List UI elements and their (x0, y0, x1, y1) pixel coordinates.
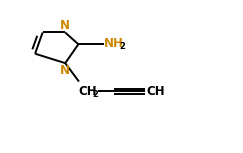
Text: N: N (60, 64, 70, 77)
Text: CH: CH (146, 85, 165, 98)
Text: NH: NH (104, 37, 124, 50)
Text: CH: CH (78, 85, 97, 98)
Text: 2: 2 (93, 90, 98, 99)
Text: N: N (60, 19, 70, 32)
Text: 2: 2 (120, 42, 126, 51)
